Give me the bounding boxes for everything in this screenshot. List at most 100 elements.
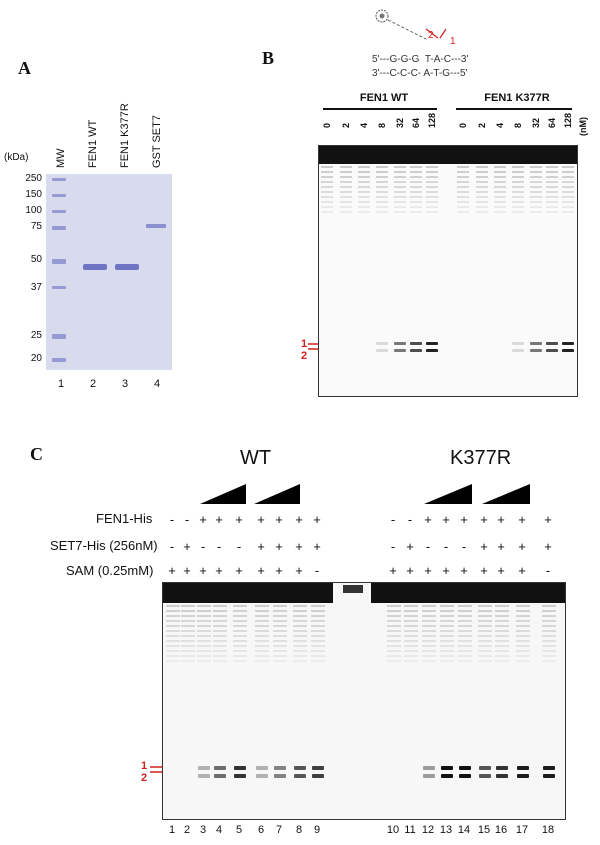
product-label-2-c: 2 (141, 772, 148, 784)
treatment-sign-k377r: + (518, 563, 526, 578)
panel-a-letter: A (18, 58, 31, 78)
treatment-sign-k377r: + (518, 512, 526, 527)
concentration-label: 128 (427, 112, 437, 128)
treatment-sign-wt: + (295, 539, 303, 554)
treatment-sign-wt: + (235, 563, 243, 578)
treatment-sign-k377r: + (544, 539, 552, 554)
flap-substrate-diagram (375, 9, 447, 41)
treatment-sign-k377r: + (406, 539, 414, 554)
treatment-sign-wt: - (314, 563, 320, 578)
coomassie-gel (46, 174, 172, 370)
treatment-sign-wt: + (199, 512, 207, 527)
row-label-sam: SAM (0.25mM) (66, 563, 154, 578)
treatment-sign-k377r: + (544, 512, 552, 527)
concentration-label: 4 (495, 122, 505, 128)
cleavage-mark-2: 2 (428, 30, 434, 41)
gel-lane-number: 3 (199, 824, 207, 836)
treatment-sign-k377r: + (480, 563, 488, 578)
gel-lane-number: 17 (515, 824, 529, 836)
marker-size-label: 20 (30, 353, 42, 364)
cleavage-mark-1: 1 (450, 36, 456, 47)
treatment-sign-wt: + (295, 563, 303, 578)
concentration-label: 64 (547, 117, 557, 128)
row-label-fen1: FEN1-His (96, 511, 153, 526)
gel-lane-number: 13 (439, 824, 453, 836)
marker-size-label: 75 (30, 221, 42, 232)
product-tick-marks-b (308, 343, 318, 350)
marker-size-label: 150 (25, 189, 42, 200)
treatment-sign-wt: - (169, 512, 175, 527)
treatment-sign-k377r: + (480, 512, 488, 527)
treatment-sign-k377r: + (442, 512, 450, 527)
group-label-k377r: K377R (450, 447, 512, 469)
group-label-fen1-wt: FEN1 WT (359, 92, 409, 104)
treatment-sign-k377r: + (389, 563, 397, 578)
marker-size-label: 250 (25, 173, 42, 184)
concentration-unit: (nM) (578, 117, 588, 136)
gel-lane-number: 6 (257, 824, 265, 836)
substrate-bottom-strand: 3'---C-C-C- A-T-G---5' (372, 68, 468, 79)
treatment-sign-wt: - (200, 539, 206, 554)
treatment-sign-k377r: + (497, 512, 505, 527)
treatment-sign-k377r: + (497, 539, 505, 554)
treatment-sign-k377r: + (460, 563, 468, 578)
kda-unit: (kDa) (4, 152, 29, 163)
treatment-sign-k377r: - (545, 563, 551, 578)
group-bar-fen1-wt (323, 108, 437, 110)
treatment-sign-k377r: - (390, 512, 396, 527)
treatment-sign-wt: + (275, 563, 283, 578)
gel-lane-number: 14 (457, 824, 471, 836)
concentration-label: 64 (411, 117, 421, 128)
gel-lane-label: FEN1 WT (87, 119, 99, 168)
treatment-sign-wt: + (183, 539, 191, 554)
treatment-sign-wt: + (313, 539, 321, 554)
panel-b-letter: B (262, 48, 275, 68)
substrate-top-strand: 5'---G-G-G T-A-C---3' (372, 54, 469, 65)
treatment-sign-k377r: + (424, 563, 432, 578)
treatment-sign-wt: + (257, 563, 265, 578)
coomassie-gel-bands (46, 174, 172, 370)
concentration-label: 8 (513, 122, 523, 128)
wedge-wt-2 (254, 484, 300, 504)
treatment-sign-wt: + (313, 512, 321, 527)
treatment-sign-wt: + (168, 563, 176, 578)
treatment-sign-k377r: - (443, 539, 449, 554)
treatment-sign-wt: + (199, 563, 207, 578)
treatment-sign-wt: + (275, 512, 283, 527)
gel-lane-number: 7 (275, 824, 283, 836)
gel-lane-number: 10 (386, 824, 400, 836)
concentration-label: 2 (341, 122, 351, 128)
treatment-sign-wt: + (183, 563, 191, 578)
treatment-sign-wt: + (295, 512, 303, 527)
wedge-wt-1 (200, 484, 246, 504)
gel-lane-label: MW (55, 148, 67, 168)
gel-lane-number: 11 (404, 824, 416, 836)
gel-lane-number: 8 (295, 824, 303, 836)
wedge-k377r-2 (482, 484, 530, 504)
treatment-sign-k377r: + (406, 563, 414, 578)
cleavage-gel-c (162, 582, 566, 820)
treatment-sign-wt: - (169, 539, 175, 554)
concentration-label: 0 (322, 122, 332, 128)
marker-size-label: 100 (25, 205, 42, 216)
concentration-label: 0 (458, 122, 468, 128)
gel-lane-number: 5 (235, 824, 243, 836)
treatment-sign-k377r: + (460, 512, 468, 527)
treatment-sign-wt: + (215, 512, 223, 527)
treatment-sign-wt: - (236, 539, 242, 554)
concentration-label: 32 (531, 117, 541, 128)
gel-lane-number: 9 (313, 824, 321, 836)
marker-size-label: 37 (30, 282, 42, 293)
gel-lane-number: 2 (90, 378, 97, 390)
gel-lane-number: 4 (154, 378, 161, 390)
treatment-sign-wt: + (257, 539, 265, 554)
gel-lane-number: 2 (183, 824, 191, 836)
group-label-wt: WT (240, 447, 272, 469)
concentration-label: 8 (377, 122, 387, 128)
product-label-1-c: 1 (141, 760, 148, 772)
gel-lane-label: GST SET7 (151, 115, 163, 168)
gel-lane-number: 3 (122, 378, 129, 390)
treatment-sign-wt: + (275, 539, 283, 554)
treatment-sign-wt: - (216, 539, 222, 554)
treatment-sign-k377r: - (390, 539, 396, 554)
